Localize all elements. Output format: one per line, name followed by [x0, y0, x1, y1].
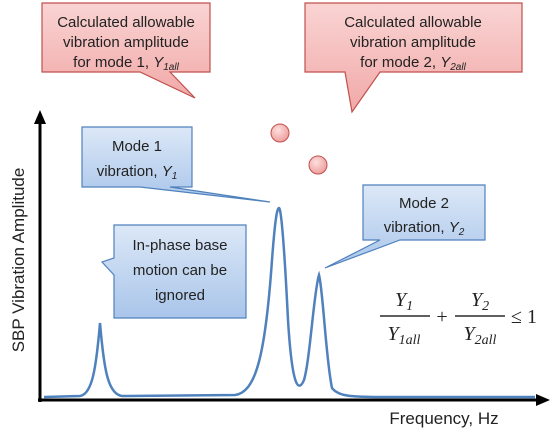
- callout-text: Calculated allowable: [57, 14, 195, 31]
- subscript: 2: [482, 299, 489, 314]
- subscript: 2: [458, 227, 465, 238]
- subscript: 1all: [163, 62, 179, 73]
- callout-text: motion can be: [133, 262, 227, 279]
- subscript: 2all: [449, 62, 466, 73]
- text: vibration,: [97, 163, 162, 180]
- formula-part: Y2: [471, 289, 489, 314]
- formula-part: Y2all: [464, 323, 497, 348]
- subscript: 1: [406, 299, 413, 314]
- formula-part: +: [436, 306, 447, 328]
- callout-box: [41, 2, 211, 99]
- subscript: 1: [172, 171, 178, 182]
- symbol: Y: [440, 54, 451, 71]
- symbol: Y: [395, 289, 408, 311]
- symbol: Y: [153, 54, 164, 71]
- formula-part: Y1all: [388, 323, 421, 348]
- callout-text: In-phase base: [132, 237, 227, 254]
- thought-dot: [308, 155, 328, 175]
- subscript: 1all: [399, 333, 421, 348]
- callout-text: Mode 2: [399, 195, 449, 212]
- y-arrow: [34, 110, 46, 124]
- symbol: Y: [388, 323, 401, 345]
- subscript: 2all: [475, 333, 497, 348]
- callout-text: Mode 1: [112, 138, 162, 155]
- callout-text: vibration amplitude: [350, 34, 476, 51]
- callout-box: [304, 2, 523, 114]
- callout-text: vibration, Y1: [97, 163, 178, 182]
- callout-text: Calculated allowable: [344, 14, 482, 31]
- formula-part: ≤ 1: [511, 306, 537, 328]
- y-axis-label: SBP Vibration Amplitude: [9, 168, 28, 353]
- text: for mode 1,: [73, 54, 153, 71]
- text: vibration,: [384, 219, 449, 236]
- response-curve: [43, 206, 535, 399]
- callout-box: [81, 126, 271, 203]
- callout-text: vibration amplitude: [63, 34, 189, 51]
- formula: Y1 Y1all + Y2 Y2all ≤ 1: [380, 289, 537, 348]
- thought-dot: [270, 123, 290, 143]
- callout-box: [324, 184, 486, 269]
- symbol: Y: [449, 219, 460, 236]
- x-axis-label: Frequency, Hz: [389, 409, 498, 428]
- formula-part: Y1: [395, 289, 413, 314]
- callout-box: [100, 224, 247, 319]
- callout-text: for mode 1, Y1all: [73, 54, 179, 73]
- symbol: Y: [471, 289, 484, 311]
- text: for mode 2,: [360, 54, 440, 71]
- x-arrow: [536, 394, 550, 406]
- callout-text: vibration, Y2: [384, 219, 465, 238]
- callout-text: for mode 2, Y2all: [360, 54, 466, 73]
- symbol: Y: [162, 163, 173, 180]
- callout-text: ignored: [155, 287, 205, 304]
- symbol: Y: [464, 323, 477, 345]
